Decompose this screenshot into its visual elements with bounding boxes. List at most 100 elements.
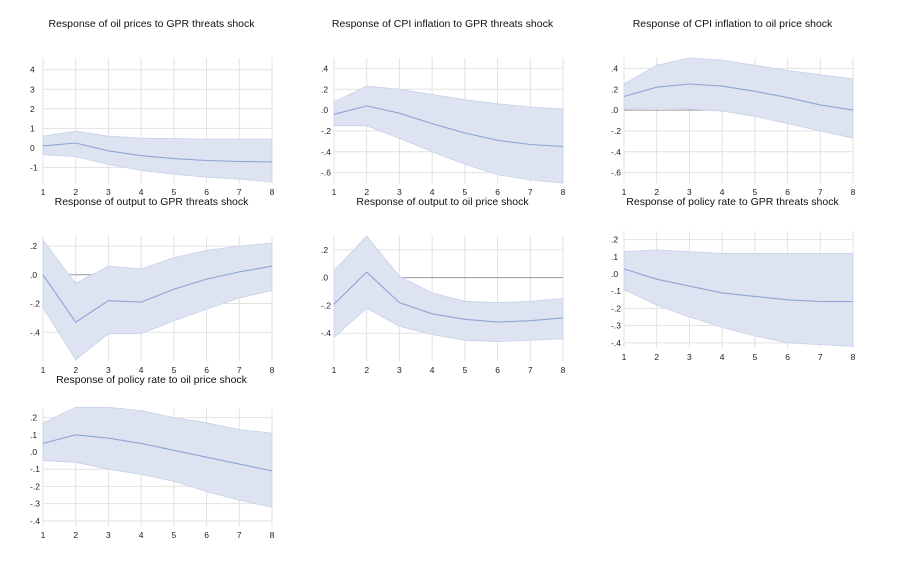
x-tick-label: 3 <box>397 365 402 375</box>
y-tick-label: -.4 <box>30 516 40 526</box>
y-tick-label: -.4 <box>30 327 40 337</box>
x-tick-label: 1 <box>41 365 46 375</box>
y-tick-label: .4 <box>321 63 328 73</box>
confidence-band <box>623 57 854 139</box>
chart-svg: Response of oil prices to GPR threats sh… <box>30 18 275 197</box>
x-tick-label: 1 <box>622 187 627 197</box>
x-tick-label: 6 <box>495 365 500 375</box>
x-tick-label: 6 <box>204 365 209 375</box>
y-tick-label: .0 <box>611 269 618 279</box>
y-tick-label: .0 <box>30 270 37 280</box>
chart-panel: Response of CPI inflation to oil price s… <box>581 15 871 197</box>
y-tick-label: .0 <box>30 447 37 457</box>
x-tick-label: 3 <box>106 187 111 197</box>
x-tick-label: 5 <box>752 187 757 197</box>
chart-svg: Response of CPI inflation to GPR threats… <box>321 18 566 197</box>
y-tick-label: .2 <box>321 84 328 94</box>
response-line <box>623 268 853 303</box>
chart-panel: Response of policy rate to oil price sho… <box>0 371 290 551</box>
x-tick-label: 7 <box>818 352 823 362</box>
x-tick-label: 2 <box>364 365 369 375</box>
chart-title: Response of output to oil price shock <box>356 196 529 208</box>
y-tick-label: .1 <box>30 430 37 440</box>
x-tick-label: 5 <box>171 365 176 375</box>
y-tick-label: .4 <box>611 63 618 73</box>
chart-panel: Response of output to oil price shock -.4… <box>291 193 581 375</box>
chart-title: Response of CPI inflation to GPR threats… <box>332 18 554 30</box>
x-tick-label: 3 <box>106 365 111 375</box>
x-tick-label: 2 <box>73 530 78 540</box>
x-tick-label: 3 <box>687 352 692 362</box>
response-line <box>42 265 273 323</box>
y-tick-label: 0 <box>30 143 35 153</box>
chart-svg: Response of output to oil price shock -.4… <box>321 196 566 375</box>
y-tick-label: -.4 <box>611 147 621 157</box>
chart-svg: Response of output to GPR threats shock -… <box>30 196 275 375</box>
confidence-band <box>333 85 564 184</box>
y-tick-label: .2 <box>611 235 618 245</box>
x-tick-label: 6 <box>785 187 790 197</box>
x-tick-label: 4 <box>139 187 144 197</box>
chart-panel: Response of output to GPR threats shock -… <box>0 193 290 375</box>
y-tick-label: -.2 <box>611 303 621 313</box>
chart-title: Response of policy rate to oil price sho… <box>56 374 248 386</box>
y-tick-label: -.4 <box>321 147 331 157</box>
x-tick-label: 5 <box>462 365 467 375</box>
y-tick-label: -.1 <box>30 464 40 474</box>
x-tick-label: 5 <box>171 187 176 197</box>
x-tick-label: 5 <box>752 352 757 362</box>
y-tick-label: .0 <box>321 273 328 283</box>
y-tick-label: -.4 <box>611 338 621 348</box>
x-tick-label: 7 <box>528 187 533 197</box>
y-tick-label: .2 <box>321 245 328 255</box>
chart-panel: Response of oil prices to GPR threats sh… <box>0 15 290 197</box>
x-tick-label: 7 <box>237 365 242 375</box>
x-tick-label: 4 <box>139 530 144 540</box>
x-tick-label: 7 <box>237 530 242 540</box>
y-tick-label: -.2 <box>30 481 40 491</box>
y-tick-label: -.3 <box>30 499 40 509</box>
y-tick-label: 4 <box>30 65 35 75</box>
x-tick-label: 2 <box>654 187 659 197</box>
x-tick-label: 7 <box>237 187 242 197</box>
x-tick-label: 3 <box>687 187 692 197</box>
response-line <box>333 271 564 323</box>
chart-panel: Response of policy rate to GPR threats s… <box>581 193 871 373</box>
y-tick-label: -1 <box>30 162 38 172</box>
x-tick-label: 2 <box>654 352 659 362</box>
x-tick-label: 1 <box>41 187 46 197</box>
x-tick-label: 2 <box>73 187 78 197</box>
chart-svg: Response of policy rate to oil price sho… <box>30 374 275 540</box>
x-tick-label: 4 <box>139 365 144 375</box>
x-tick-label: 6 <box>204 530 209 540</box>
x-tick-label: 6 <box>785 352 790 362</box>
y-tick-label: -.6 <box>321 168 331 178</box>
x-tick-label: 2 <box>364 187 369 197</box>
response-line <box>333 105 564 148</box>
x-tick-label: 3 <box>106 530 111 540</box>
x-tick-label: 1 <box>332 187 337 197</box>
y-tick-label: .2 <box>30 241 37 251</box>
x-tick-label: 1 <box>622 352 627 362</box>
x-tick-label: 8 <box>270 187 275 197</box>
x-tick-label: 1 <box>332 365 337 375</box>
y-tick-label: -.3 <box>611 321 621 331</box>
y-tick-label: -.1 <box>611 286 621 296</box>
y-tick-label: .0 <box>611 105 618 115</box>
chart-title: Response of CPI inflation to oil price s… <box>633 18 833 30</box>
x-tick-label: 5 <box>462 187 467 197</box>
y-tick-label: -.2 <box>321 300 331 310</box>
y-tick-label: -.2 <box>30 299 40 309</box>
x-tick-label: 4 <box>430 365 435 375</box>
x-tick-label: 6 <box>495 187 500 197</box>
y-tick-label: .2 <box>611 84 618 94</box>
response-line <box>42 434 273 472</box>
x-tick-label: 5 <box>171 530 176 540</box>
chart-panel: Response of CPI inflation to GPR threats… <box>291 15 581 197</box>
chart-svg: Response of policy rate to GPR threats s… <box>611 196 856 362</box>
response-line <box>623 83 854 111</box>
x-tick-label: 7 <box>818 187 823 197</box>
y-tick-label: -.6 <box>611 168 621 178</box>
chart-title: Response of policy rate to GPR threats s… <box>626 196 839 208</box>
